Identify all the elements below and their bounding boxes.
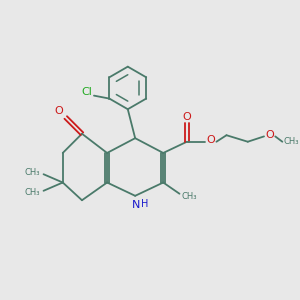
Text: CH₃: CH₃ bbox=[25, 168, 40, 177]
Text: Cl: Cl bbox=[81, 87, 92, 97]
Text: CH₃: CH₃ bbox=[182, 192, 197, 201]
Text: O: O bbox=[55, 106, 64, 116]
Text: O: O bbox=[266, 130, 274, 140]
Text: O: O bbox=[207, 135, 215, 145]
Text: H: H bbox=[141, 199, 148, 209]
Text: CH₃: CH₃ bbox=[284, 137, 299, 146]
Text: CH₃: CH₃ bbox=[25, 188, 40, 197]
Text: O: O bbox=[182, 112, 191, 122]
Text: N: N bbox=[132, 200, 140, 210]
